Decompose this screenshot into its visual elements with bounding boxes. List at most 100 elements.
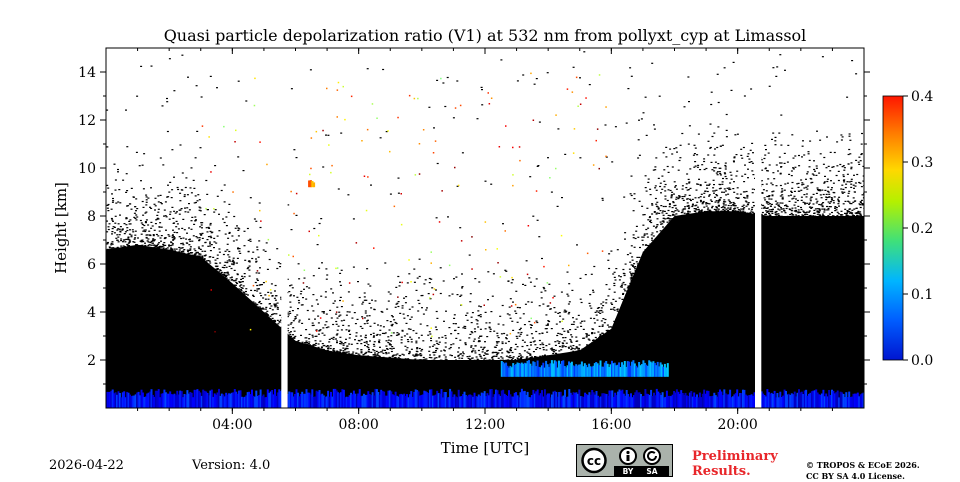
speckle-point [426,307,428,309]
speckle-point [374,354,377,356]
layer-cell [536,389,539,408]
layer-cell [189,392,192,408]
speckle-point [582,337,585,339]
speckle-point [237,156,240,158]
speckle-point [850,212,853,215]
layer-cell [641,364,643,377]
speckle-point [572,345,575,347]
speckle-point [514,303,517,306]
speckle-point [519,358,522,360]
speckle-point [714,161,717,163]
speckle-point [725,113,728,116]
layer-cell [173,393,176,408]
layer-cell [707,390,710,408]
speckle-point [742,146,745,149]
speckle-point [647,219,650,221]
speckle-point [144,229,147,231]
speckle-point [405,349,408,351]
speckle-point [138,165,141,167]
speckle-point [791,134,794,136]
speckle-point [613,309,616,311]
speckle-point [123,246,126,249]
y-tick-label: 4 [87,305,96,321]
speckle-point [320,295,323,297]
speckle-point [159,202,162,204]
speckle-point [602,333,605,335]
layer-cell [397,396,400,408]
speckle-point [844,187,847,189]
layer-cell [641,396,644,408]
layer-cell [160,393,163,408]
speckle-point [698,178,700,180]
speckle-point [667,209,670,212]
speckle-point [206,193,209,195]
speckle-point [169,181,172,183]
speckle-point [386,320,389,322]
layer-cell [314,396,317,408]
speckle-point [333,351,335,353]
layer-cell [352,390,355,408]
speckle-point [827,186,830,188]
speckle-point [125,173,128,175]
speckle-point [732,205,735,207]
speckle-point [677,197,680,199]
layer-cell [341,389,344,408]
speckle-point [153,239,156,241]
speckle-point [501,342,504,345]
speckle-point [406,339,409,341]
layer-cell [134,394,137,408]
speckle-point [377,351,380,353]
speckle-point [229,260,232,262]
speckle-point [276,319,279,321]
speckle-point [535,278,538,280]
speckle-point [808,215,811,217]
speckle-point [530,324,533,326]
speckle-point [372,336,375,338]
speckle-point [418,302,421,305]
speckle-point [554,349,557,351]
speckle-point [162,243,165,245]
speckle-point [592,328,595,330]
speckle-point [451,293,454,295]
speckle-point [519,354,522,356]
speckle-point [477,349,480,352]
layer-cell [854,393,856,408]
speckle-point [488,103,491,105]
speckle-point [500,359,503,361]
speckle-point [305,298,308,300]
layer-cell [630,393,632,408]
speckle-point [831,211,833,214]
layer-cell [107,391,110,408]
speckle-point [686,189,689,191]
speckle-point [584,274,587,276]
speckle-point [336,340,338,342]
speckle-point [509,355,512,357]
speckle-point [703,160,706,163]
speckle-point [672,201,675,203]
speckle-point [650,234,653,236]
speckle-point [542,286,545,289]
speckle-point [727,204,730,207]
speckle-point [364,310,367,312]
speckle-point [671,166,674,168]
speckle-point [859,213,862,216]
speckle-point [348,282,351,284]
speckle-point [693,153,696,155]
speckle-point [189,246,192,248]
speckle-point [483,346,486,348]
speckle-point [635,225,638,227]
speckle-point [289,285,291,287]
layer-cell [551,394,553,408]
layer-cell [256,396,259,408]
speckle-point [659,210,662,212]
speckle-point [850,162,853,164]
speckle-point [825,196,828,198]
layer-cell [608,390,611,408]
speckle-point [435,329,438,331]
speckle-point [804,216,807,218]
speckle-point [378,339,381,341]
speckle-point [421,307,423,309]
speckle-point [818,212,821,214]
speckle-point [706,187,709,189]
layer-cell [767,392,770,408]
